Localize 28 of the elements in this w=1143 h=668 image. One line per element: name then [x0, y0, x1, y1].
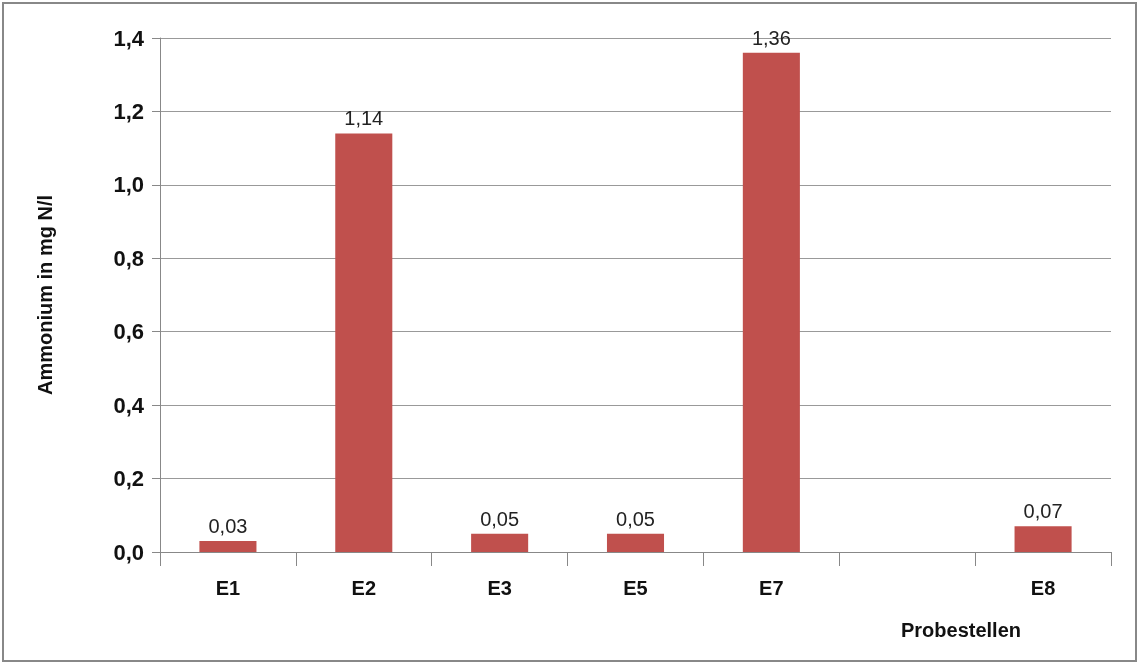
data-label: 0,05 [616, 507, 655, 530]
bar [1014, 526, 1072, 552]
bar [199, 540, 257, 552]
data-label: 0,05 [480, 507, 520, 530]
bar [335, 133, 393, 552]
y-tick-label: 0,4 [113, 392, 145, 418]
y-tick-label: 1,0 [113, 172, 144, 198]
y-tick-label: 0,6 [113, 319, 144, 345]
data-label: 0,07 [1023, 500, 1063, 523]
y-axis-title: Ammonium in mg N/l [34, 195, 56, 395]
data-label: 0,03 [208, 514, 248, 537]
x-tick-label: E7 [759, 577, 784, 599]
y-tick-label: 0,2 [113, 466, 144, 492]
y-tick-label: 1,2 [113, 98, 144, 124]
data-label: 1,14 [344, 107, 384, 130]
y-tick-label: 1,4 [113, 25, 145, 51]
x-tick-label: E8 [1030, 577, 1056, 599]
x-tick-label: E2 [351, 577, 377, 599]
x-axis-title: Probestellen [900, 619, 1021, 641]
bar [606, 533, 665, 552]
y-tick-label: 0,0 [113, 539, 144, 565]
y-tick-label: 0,8 [113, 245, 144, 271]
x-tick-label: E1 [215, 577, 241, 599]
data-label: 1,36 [751, 26, 791, 49]
x-tick-label: E3 [487, 577, 512, 599]
bar [742, 52, 800, 552]
bar [471, 533, 529, 552]
x-tick-label: E5 [623, 577, 648, 599]
